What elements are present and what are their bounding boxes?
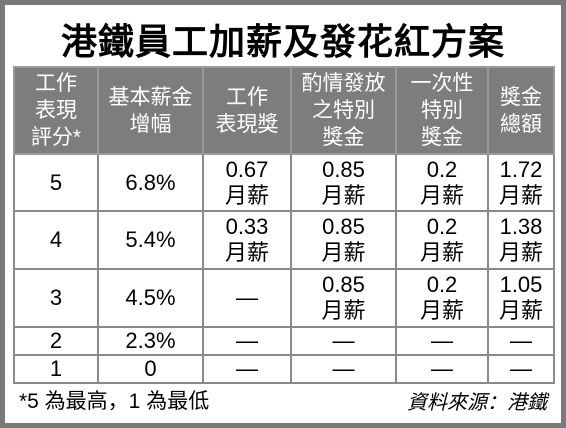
header-cell: 酌情發放 之特別 獎金: [290, 66, 397, 155]
table-cell: 5: [13, 153, 99, 212]
footnote: *5 為最高，1 為最低: [19, 390, 210, 413]
table-cell: 6.8%: [97, 153, 204, 212]
table-row: 5 6.8% 0.67 月薪 0.85 月薪 0.2 月薪 1.72 月薪: [13, 153, 555, 212]
table-cell: —: [290, 354, 397, 384]
table-cell: 1: [13, 354, 99, 384]
table-cell: 4.5%: [97, 268, 204, 328]
table-cell: —: [202, 354, 292, 384]
header-cell: 工作 表現 評分*: [13, 66, 99, 155]
table-cell: 1.05 月薪: [487, 268, 555, 328]
table-cell: 0.85 月薪: [290, 268, 397, 328]
table-row: 1 0— — — —: [13, 354, 555, 384]
table-row: 2 2.3% — — — —: [13, 326, 555, 356]
table: 工作 表現 評分* 基本薪金 增幅 工作 表現獎 酌情發放 之特別 獎金 一次性 特別 …: [13, 66, 555, 384]
table-cell: 4: [13, 210, 99, 270]
table-cell: —: [487, 354, 555, 384]
title: 港鐵員工加薪及發花紅方案: [60, 21, 505, 62]
header-cell: 基本薪金 增幅: [97, 66, 204, 155]
table-cell: —: [395, 354, 489, 384]
table-cell: 0.2 月薪: [395, 268, 489, 328]
table-cell: 0.2 月薪: [395, 210, 489, 270]
table-cell: 0: [97, 354, 204, 384]
table-cell: —: [202, 268, 292, 328]
table-cell: 0.85 月薪: [290, 210, 397, 270]
table-cell: 3: [13, 268, 99, 328]
table-cell: 1.38 月薪: [487, 210, 555, 270]
table-cell: 1.72 月薪: [487, 153, 555, 212]
panel: 港鐵員工加薪及發花紅方案 工作 表現 評分* 基本薪金 增幅 工作 表現獎 酌情發放 …: [5, 5, 561, 423]
header-cell: 工作 表現獎: [202, 66, 292, 155]
table-cell: 0.85 月薪: [290, 153, 397, 212]
table-cell: 5.4%: [97, 210, 204, 270]
table-cell: 0.67 月薪: [202, 153, 292, 212]
source: 資料來源：港鐵: [407, 392, 547, 414]
table-cell: —: [487, 326, 555, 356]
table-row: 3 4.5% —0.85 月薪 0.2 月薪 1.05 月薪: [13, 268, 555, 328]
table-cell: 0.2 月薪: [395, 153, 489, 212]
table-cell: 2.3%: [97, 326, 204, 356]
table-cell: —: [290, 326, 397, 356]
table-cell: —: [202, 326, 292, 356]
header-cell: 獎金 總額: [487, 66, 555, 155]
header-row: 工作 表現 評分* 基本薪金 增幅 工作 表現獎 酌情發放 之特別 獎金 一次性 特別 …: [13, 66, 555, 155]
table-cell: 0.33 月薪: [202, 210, 292, 270]
table-row: 4 5.4% 0.33 月薪 0.85 月薪 0.2 月薪 1.38 月薪: [13, 210, 555, 270]
header-cell: 一次性 特別 獎金: [395, 66, 489, 155]
table-cell: 2: [13, 326, 99, 356]
table-cell: —: [395, 326, 489, 356]
